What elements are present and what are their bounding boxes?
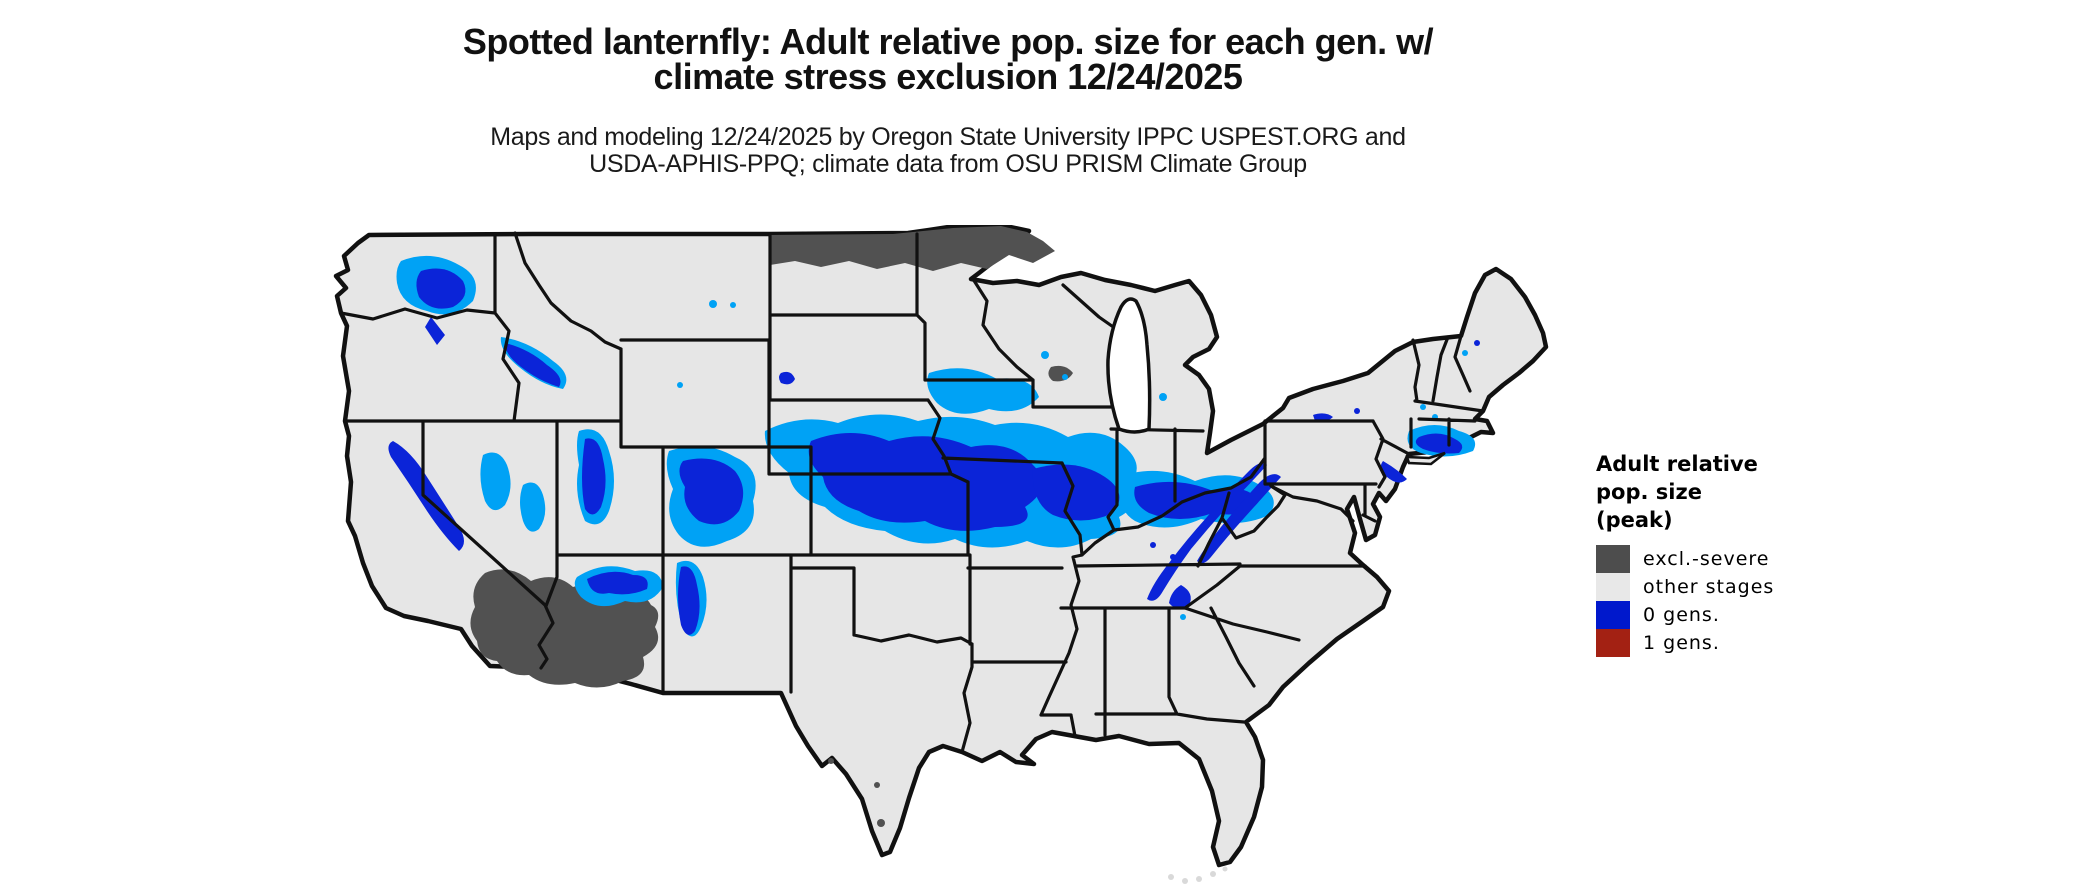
legend-items: excl.-severe other stages 0 gens. 1 gens… [1596,545,1896,657]
pop-ohio-indiana-core [1134,481,1259,519]
exclusion-speck [828,758,834,764]
pop-nevada-light-2 [520,482,546,532]
exclusion-northern-border-band [770,226,1055,271]
pop-speck-dense [1150,542,1156,548]
legend-row-excl-severe: excl.-severe [1596,545,1896,573]
pop-speck [730,302,736,308]
state-borders [339,231,1485,754]
legend-label-0-gens: 0 gens. [1643,604,1720,626]
figure-header: Spotted lanternfly: Adult relative pop. … [0,24,1896,178]
legend-label-other-stages: other stages [1643,576,1775,598]
continental-us-outline [333,222,1549,868]
legend-row-0-gens: 0 gens. [1596,601,1896,629]
key-islet [1222,866,1228,872]
pop-speck [1159,393,1167,401]
exclusion-speck [874,782,880,788]
pop-nevada-light [480,452,511,511]
key-islet [1210,871,1216,877]
pop-speck [1462,350,1468,356]
legend-swatch-other-stages [1596,573,1630,601]
legend-swatch-excl-severe [1596,545,1630,573]
legend-row-other-stages: other stages [1596,573,1896,601]
legend-title-line-1: Adult relative [1596,452,1758,476]
legend-label-excl-severe: excl.-severe [1643,548,1770,570]
pop-newmexico-core [678,566,700,635]
us-map-svg [333,222,1549,884]
florida-keys [1168,866,1228,884]
long-island [1405,451,1446,466]
legend-swatch-0-gens [1596,601,1630,629]
legend-title-line-3: (peak) [1596,508,1673,532]
pop-speck [1180,614,1186,620]
pop-utah-core [582,438,606,515]
pop-plains-core [808,433,1043,531]
pop-nc-tn-core [1169,585,1191,609]
us-map-figure [333,222,1550,888]
key-islet [1196,876,1202,882]
pop-speck [1062,374,1068,380]
map-title-line-2: climate stress exclusion 12/24/2025 [653,56,1243,97]
legend-title-line-2: pop. size [1596,480,1702,504]
pop-arizona-core [587,571,648,595]
pop-idaho-core [505,343,561,387]
pop-speck [1420,404,1426,410]
pop-newjersey-core [1380,461,1407,483]
pop-speck-dense [1354,408,1360,414]
map-subtitle-line-2: USDA-APHIS-PPQ; climate data from OSU PR… [589,150,1307,178]
pop-iowa-illinois-core [1032,464,1120,521]
map-title-line-1: Spotted lanternfly: Adult relative pop. … [462,21,1434,62]
pop-speck [709,300,717,308]
key-islet [1168,874,1174,880]
pop-speck-dense [1474,340,1480,346]
pop-colorado-core [679,458,744,525]
pop-speck-dense [1170,554,1176,560]
map-subtitle-line-1: Maps and modeling 12/24/2025 by Oregon S… [490,123,1406,151]
lake-michigan [1106,297,1152,434]
legend-label-1-gens: 1 gens. [1643,632,1720,654]
exclusion-speck [877,819,885,827]
legend-title: Adult relative pop. size (peak) [1596,450,1896,534]
map-subtitle: Maps and modeling 12/24/2025 by Oregon S… [0,124,1896,178]
pop-speck [1041,351,1049,359]
pop-washington-core [416,268,466,309]
legend-row-1-gens: 1 gens. [1596,629,1896,657]
pop-appalachian-streak-2 [1197,474,1281,564]
legend-swatch-1-gens [1596,629,1630,657]
pop-speck [677,382,683,388]
legend: Adult relative pop. size (peak) excl.-se… [1596,450,1896,657]
pop-washington-streak [425,317,445,345]
key-islet [1182,878,1188,884]
pop-black-hills [779,371,795,385]
